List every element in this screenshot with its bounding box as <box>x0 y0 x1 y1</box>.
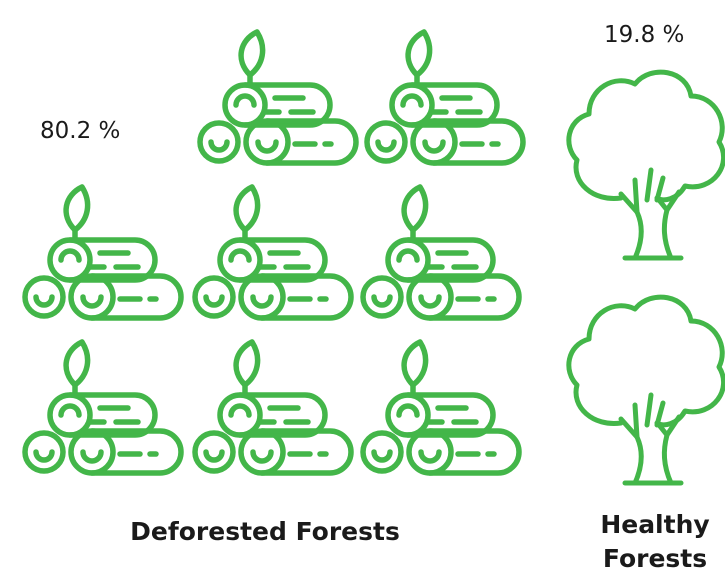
log-icon <box>25 342 181 473</box>
tree-icon <box>569 72 724 258</box>
log-icon <box>367 32 523 163</box>
log-icon <box>195 187 351 318</box>
log-icon <box>195 342 351 473</box>
tree-icon <box>569 297 724 483</box>
category-label: Healthy Forests <box>600 510 710 573</box>
value-label: 19.8 % <box>604 22 685 48</box>
log-icon <box>200 32 356 163</box>
log-icon <box>363 187 519 318</box>
log-icon <box>25 187 181 318</box>
icon-group <box>25 32 523 473</box>
icon-group <box>569 72 724 483</box>
value-label: 80.2 % <box>40 118 121 144</box>
category-label: Deforested Forests <box>130 517 400 546</box>
log-icon <box>363 342 519 473</box>
